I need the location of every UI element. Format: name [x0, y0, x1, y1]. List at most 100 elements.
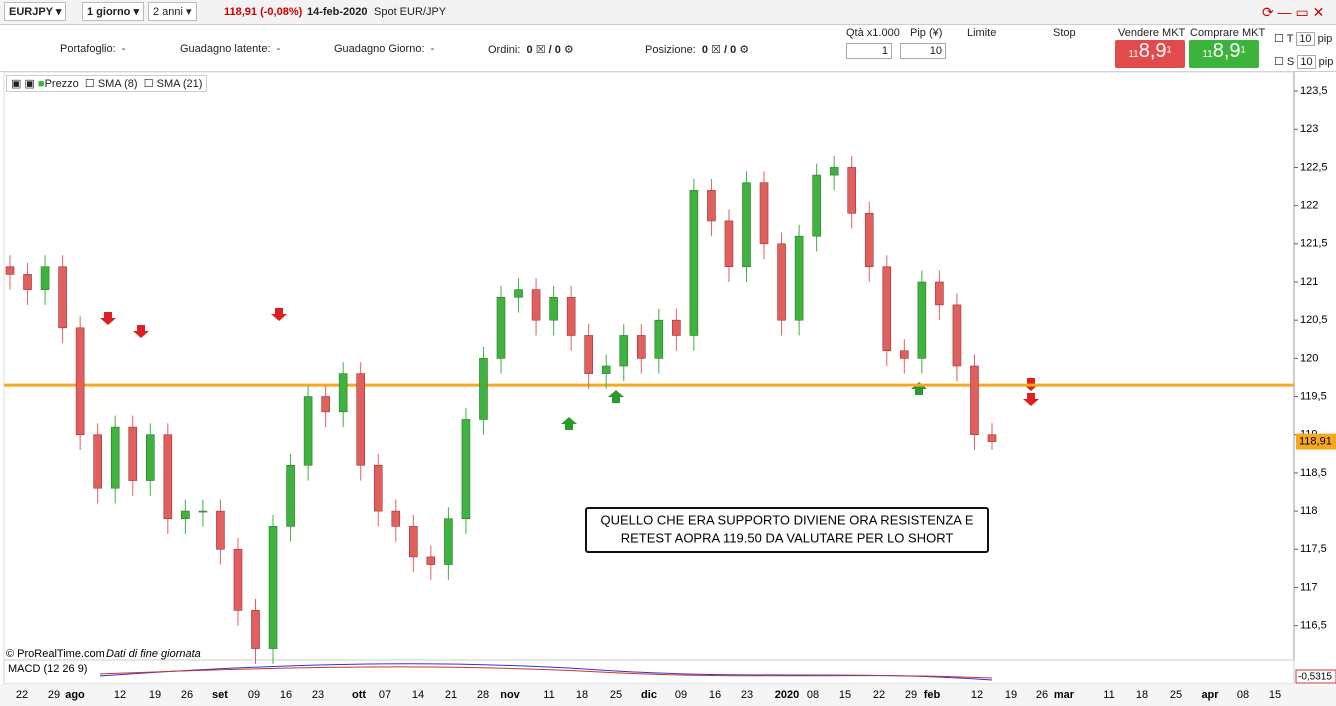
candle-body [777, 243, 786, 321]
candle-body [689, 190, 699, 336]
top-toolbar: EURJPY ▾ 1 giorno ▾ 2 anni ▾ 118,91 (-0,… [0, 0, 1336, 25]
x-tick-label: 16 [709, 689, 721, 701]
x-tick-label: 15 [1269, 689, 1281, 701]
candle-body [514, 289, 523, 298]
y-tick-label: 123,5 [1300, 85, 1328, 97]
x-tick-label: 29 [48, 689, 60, 701]
x-tick-label: 16 [280, 689, 292, 701]
macd-value: -0,5315 [1298, 672, 1332, 683]
candle-body [672, 319, 681, 336]
y-tick-label: 118 [1300, 505, 1318, 517]
candle-body [584, 335, 593, 374]
x-tick-label: 25 [610, 689, 622, 701]
y-tick-label: 120 [1300, 352, 1318, 364]
candle-body [724, 220, 734, 268]
candle-body [181, 510, 190, 520]
x-tick-label: 11 [1103, 689, 1114, 701]
latent: Guadagno latente: - [180, 43, 281, 55]
candle-body [268, 526, 278, 649]
candle-body [549, 296, 558, 321]
buy-button[interactable]: 118,91 [1189, 40, 1259, 68]
x-tick-label: 18 [1136, 689, 1148, 701]
x-tick-label: 2020 [775, 689, 799, 701]
candle-body [479, 358, 488, 420]
candle-body [426, 556, 436, 565]
candle-body [233, 548, 243, 611]
orders: Ordini: 0 ☒ / 0 ⚙ [488, 44, 574, 56]
x-tick-label: 19 [1005, 689, 1017, 701]
position: Posizione: 0 ☒ / 0 ⚙ [645, 44, 750, 56]
x-tick-label: 21 [445, 689, 457, 701]
candle-body [216, 510, 225, 550]
symbol[interactable]: EURJPY ▾ [4, 2, 67, 21]
candle-body [970, 365, 979, 436]
candle-body [847, 167, 857, 214]
candle-body [900, 350, 909, 359]
x-tick-label: set [212, 689, 228, 701]
candle-body [58, 266, 67, 329]
y-tick-label: 122 [1300, 200, 1318, 212]
portfolio: Portafoglio: - [60, 43, 126, 55]
candle-body [707, 190, 716, 222]
pip-input[interactable]: 10 [900, 43, 946, 59]
last-price: 118,91 [1299, 436, 1332, 448]
x-tick-label: 07 [379, 689, 391, 701]
t-option[interactable]: ☐ T 10 pip [1274, 32, 1333, 46]
x-tick-label: nov [500, 689, 520, 701]
candle-body [23, 274, 32, 290]
x-tick-label: 15 [839, 689, 851, 701]
candle-body [75, 327, 85, 436]
x-tick-label: 22 [16, 689, 28, 701]
sell-button[interactable]: 118,91 [1115, 40, 1185, 68]
candle-body [829, 167, 839, 176]
buy-signals [561, 382, 927, 430]
y-tick-label: 121,5 [1300, 238, 1328, 250]
x-tick-label: 09 [248, 689, 260, 701]
x-tick-label: 19 [149, 689, 161, 701]
x-tick-label: dic [641, 689, 657, 701]
s-option[interactable]: ☐ S 10 pip [1274, 55, 1334, 69]
stop-label: Stop [1053, 27, 1076, 39]
plot-area [3, 71, 1295, 661]
candle-body [145, 434, 155, 481]
candle-body [373, 464, 383, 512]
note: Dati di fine giornata [106, 648, 201, 660]
window-controls[interactable]: ⟳ — ▭ ✕ [1262, 4, 1325, 20]
x-tick-label: mar [1054, 689, 1075, 701]
candle-body [5, 266, 15, 275]
sell-label: Vendere MKT [1118, 27, 1186, 39]
instrument: Spot EUR/JPY [374, 6, 447, 18]
x-tick-label: 22 [873, 689, 885, 701]
candle-body [461, 419, 471, 520]
annotation: QUELLO CHE ERA SUPPORTO DIVIENE ORA RESI… [600, 512, 973, 527]
x-tick-label: feb [924, 689, 941, 701]
x-tick-label: 11 [543, 689, 554, 701]
candle-body [93, 434, 102, 489]
candle-body [409, 526, 418, 558]
legend: ▣ ▣ ■Prezzo ☐ SMA (8) ☐ SMA (21) [6, 75, 208, 92]
quote: 118,91 (-0,08%) [224, 6, 303, 18]
candle-body [496, 296, 506, 359]
candle-body [566, 296, 576, 336]
y-tick-label: 119,5 [1300, 390, 1327, 402]
x-axis-band [0, 684, 1336, 706]
x-tick-label: 26 [1036, 689, 1048, 701]
pip-label: Pip (¥) [910, 27, 943, 39]
x-tick-label: 08 [807, 689, 819, 701]
range[interactable]: 2 anni ▾ [148, 2, 197, 21]
qty-label: Qtà x1.000 [846, 27, 900, 39]
candle-body [338, 373, 348, 413]
x-tick-label: 09 [675, 689, 687, 701]
x-tick-label: 25 [1170, 689, 1182, 701]
y-tick-label: 117,5 [1300, 543, 1327, 555]
y-tick-label: 122,5 [1300, 161, 1328, 173]
candle-body [40, 266, 50, 290]
candle-body [198, 510, 208, 513]
qty-input[interactable]: 1 [846, 43, 892, 59]
last-price-box [1296, 433, 1336, 450]
candle-body [531, 289, 541, 321]
period[interactable]: 1 giorno ▾ [82, 2, 144, 21]
limit-label: Limite [967, 27, 997, 39]
y-tick-label: 123 [1300, 123, 1318, 135]
